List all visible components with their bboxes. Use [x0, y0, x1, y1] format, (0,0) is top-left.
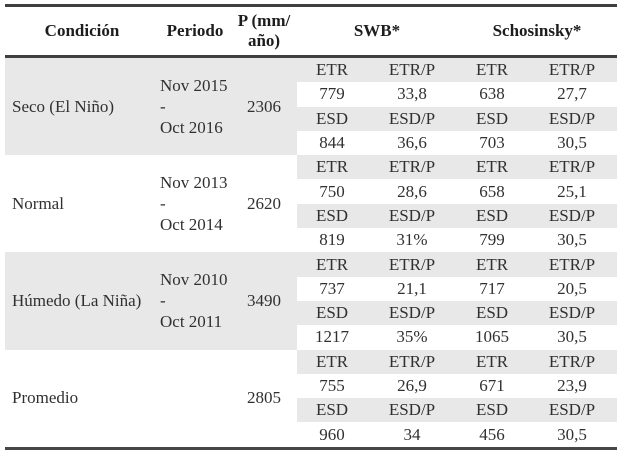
precipitation-cell: 2805 — [247, 388, 281, 408]
metric-label-cell: ETR/P — [527, 349, 617, 374]
metric-label-cell: ETR — [457, 58, 527, 83]
metric-label-cell: ESD/P — [527, 398, 617, 423]
metric-label-cell: ETR/P — [527, 58, 617, 83]
metric-label-cell: ETR — [457, 155, 527, 180]
metric-label-cell: ESD/P — [367, 203, 457, 229]
metric-label-cell: ETR/P — [367, 155, 457, 180]
metric-value-cell: 20,5 — [557, 278, 587, 298]
metric-value-cell: 34 — [403, 424, 421, 444]
block-promedio: Promedio 2805 ETR ETR/P ETR ETR/P 755 26… — [5, 349, 617, 447]
metric-value-cell: 28,6 — [397, 181, 427, 201]
metric-value-cell: 638 — [479, 84, 505, 104]
metric-value-cell: 960 — [319, 424, 345, 444]
period-line1: Nov 2010 - — [160, 270, 228, 311]
metric-label-cell: ETR/P — [527, 155, 617, 180]
metric-label-cell: ETR — [297, 349, 367, 374]
metric-label-cell: ESD/P — [367, 398, 457, 423]
condition-cell: Normal — [12, 193, 64, 213]
metric-value-cell: 25,1 — [557, 181, 587, 201]
block-seco: Seco (El Niño) Nov 2015 - Oct 2016 2306 … — [5, 58, 617, 156]
table-header-row: Condición Periodo P (mm/ año) SWB* Schos… — [5, 7, 617, 58]
precipitation-cell: 3490 — [231, 252, 297, 350]
period-cell: Nov 2015 - Oct 2016 — [159, 58, 231, 156]
metric-value-cell: 33,8 — [397, 84, 427, 104]
metric-value-cell: 844 — [319, 133, 345, 153]
metric-value-cell: 36,6 — [397, 133, 427, 153]
block-normal: Normal Nov 2013 - Oct 2014 2620 ETR ETR/… — [5, 155, 617, 252]
metric-label-cell: ESD/P — [527, 203, 617, 229]
metric-label-cell: ESD — [297, 203, 367, 229]
metric-value-cell: 31% — [396, 230, 428, 250]
metric-value-cell: 737 — [319, 278, 345, 298]
metric-value-cell: 819 — [319, 230, 345, 250]
header-swb: SWB* — [353, 21, 401, 40]
condition-table: Condición Periodo P (mm/ año) SWB* Schos… — [5, 4, 617, 450]
period-line1: Nov 2013 - — [160, 173, 228, 214]
metric-value-cell: 21,1 — [397, 278, 427, 298]
metric-label-cell: ETR/P — [367, 58, 457, 83]
metric-label-cell: ETR/P — [367, 349, 457, 374]
metric-value-cell: 1217 — [315, 327, 349, 347]
period-cell: Nov 2010 - Oct 2011 — [159, 252, 231, 350]
metric-value-cell: 750 — [319, 181, 345, 201]
metric-value-cell: 30,5 — [557, 133, 587, 153]
block-humedo: Húmedo (La Niña) Nov 2010 - Oct 2011 349… — [5, 252, 617, 350]
metric-label-cell: ESD/P — [527, 300, 617, 326]
header-p-line1: P (mm/ — [237, 11, 291, 30]
condition-cell: Húmedo (La Niña) — [5, 252, 159, 350]
metric-value-cell: 23,9 — [557, 376, 587, 395]
metric-label-cell: ESD — [297, 300, 367, 326]
metric-label-cell: ESD/P — [367, 106, 457, 131]
metric-label-cell: ETR — [457, 252, 527, 277]
period-line2: Oct 2014 — [160, 215, 223, 235]
metric-value-cell: 35% — [396, 327, 428, 347]
period-line2: Oct 2016 — [160, 118, 223, 138]
period-cell: Nov 2013 - Oct 2014 — [159, 155, 231, 252]
metric-value-cell: 30,5 — [557, 230, 587, 250]
metric-label-cell: ESD/P — [527, 106, 617, 131]
metric-value-cell: 30,5 — [557, 424, 587, 444]
metric-value-cell: 703 — [479, 133, 505, 153]
metric-label-cell: ETR — [297, 252, 367, 277]
metric-label-cell: ETR/P — [527, 252, 617, 277]
metric-value-cell: 671 — [479, 376, 505, 395]
period-line2: Oct 2011 — [160, 312, 223, 332]
metric-label-cell: ESD — [457, 300, 527, 326]
period-cell — [159, 350, 231, 447]
header-condicion: Condición — [44, 21, 120, 40]
metric-value-cell: 456 — [479, 424, 505, 444]
metric-label-cell: ESD — [457, 106, 527, 131]
period-line1: Nov 2015 - — [160, 76, 228, 117]
header-schosinsky: Schosinsky* — [492, 21, 582, 40]
metric-value-cell: 27,7 — [557, 84, 587, 104]
metric-label-cell: ESD — [297, 106, 367, 131]
header-periodo: Periodo — [166, 21, 224, 40]
metric-value-cell: 26,9 — [397, 376, 427, 395]
metric-label-cell: ESD — [297, 398, 367, 423]
metric-label-cell: ETR — [297, 155, 367, 180]
precipitation-cell: 2620 — [247, 193, 281, 213]
metric-label-cell: ESD/P — [367, 300, 457, 326]
condition-cell: Promedio — [12, 388, 79, 408]
metric-value-cell: 1065 — [475, 327, 509, 347]
metric-value-cell: 717 — [479, 278, 505, 298]
metric-value-cell: 779 — [319, 84, 345, 104]
metric-label-cell: ETR/P — [367, 252, 457, 277]
metric-value-cell: 799 — [479, 230, 505, 250]
metric-label-cell: ETR — [457, 349, 527, 374]
condition-cell: Seco (El Niño) — [5, 58, 159, 156]
precipitation-cell: 2306 — [231, 58, 297, 156]
metric-value-cell: 658 — [479, 181, 505, 201]
header-p-line2: año) — [247, 31, 281, 50]
metric-label-cell: ESD — [457, 203, 527, 229]
header-p: P (mm/ año) — [231, 7, 297, 55]
metric-label-cell: ESD — [457, 398, 527, 423]
metric-label-cell: ETR — [297, 58, 367, 83]
metric-value-cell: 30,5 — [557, 327, 587, 347]
metric-value-cell: 755 — [319, 376, 345, 395]
